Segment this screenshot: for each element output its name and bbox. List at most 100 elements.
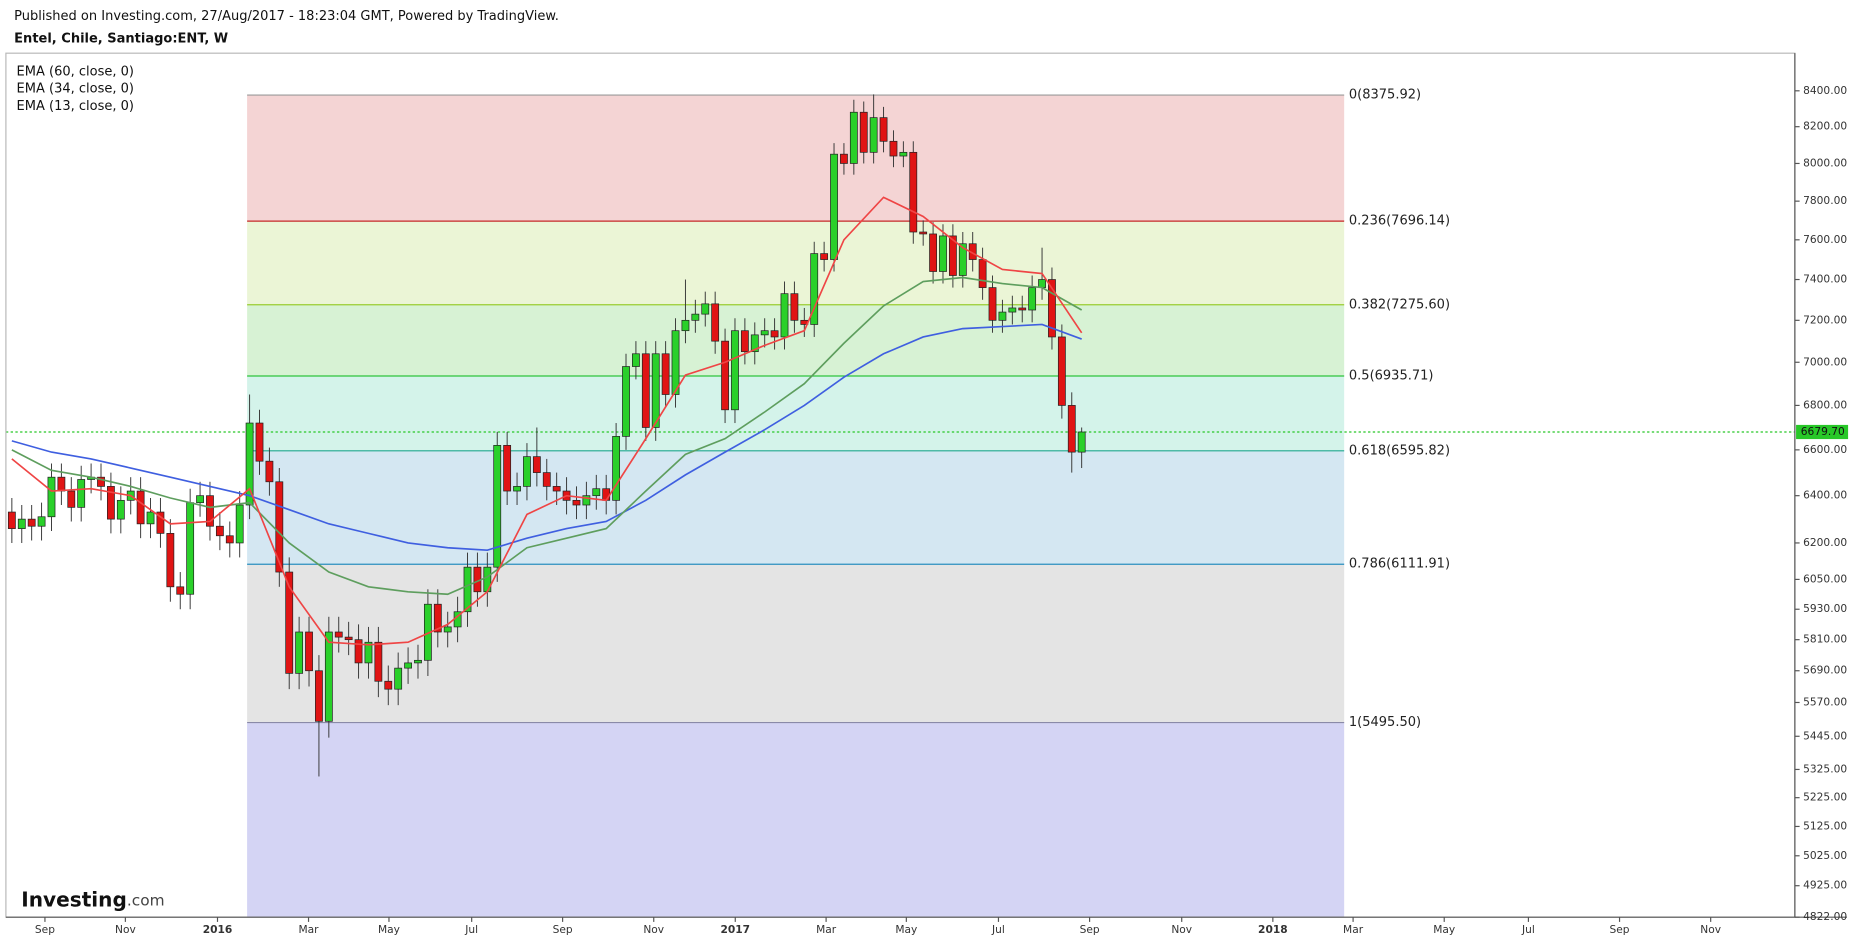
candle-body — [176, 586, 185, 595]
candle-body — [156, 511, 165, 534]
candle-body — [592, 488, 601, 497]
y-tick-label: 5690.00 — [1803, 664, 1847, 677]
ema-line — [11, 196, 1083, 646]
candle-body — [97, 476, 105, 487]
candle-body — [919, 231, 928, 235]
x-tick-label: 2018 — [1258, 923, 1288, 936]
y-tick-label: 8400.00 — [1803, 84, 1847, 97]
candle-body — [701, 303, 710, 315]
candle-body — [384, 680, 393, 690]
candle-body — [879, 117, 888, 142]
fib-label: 0(8375.92) — [1349, 88, 1421, 103]
y-tick-label: 6200.00 — [1803, 536, 1847, 549]
legend-entry: EMA (13, close, 0) — [17, 99, 134, 114]
logo-main: Investing — [21, 887, 127, 911]
y-tick-label: 5225.00 — [1803, 791, 1847, 804]
candle-body — [334, 631, 343, 638]
x-tick-label: Mar — [816, 923, 837, 936]
x-tick-label: May — [895, 923, 917, 936]
x-tick-label: Mar — [1343, 923, 1364, 936]
candle-body — [295, 631, 304, 674]
fib-label: 0.618(6595.82) — [1349, 443, 1450, 458]
logo-suffix: .com — [127, 891, 165, 909]
candle-body — [1028, 287, 1037, 311]
candle-body — [1057, 336, 1066, 406]
fib-label: 1(5495.50) — [1349, 715, 1421, 730]
y-tick-label: 8000.00 — [1803, 156, 1847, 169]
candle-body — [315, 670, 323, 722]
candle-body — [513, 486, 521, 492]
last-price-label: 6679.70 — [1801, 425, 1845, 438]
candle-body — [869, 117, 878, 153]
y-tick-label: 6600.00 — [1803, 443, 1847, 456]
candle-body — [602, 488, 611, 501]
y-tick-label: 5810.00 — [1803, 633, 1847, 646]
candle-body — [661, 353, 670, 395]
x-tick-label: Jul — [991, 923, 1005, 936]
candle-body — [641, 353, 650, 428]
axes: 8400.00 8200.00 8000.00 7800.00 7600.00 7400.… — [35, 84, 1849, 936]
candle-body — [929, 233, 937, 272]
candle-body — [939, 235, 947, 272]
y-tick-label: 5025.00 — [1803, 849, 1847, 862]
x-tick-label: May — [1433, 923, 1455, 936]
candle-body — [285, 571, 294, 674]
candle-body — [235, 504, 244, 544]
fib-zone — [247, 95, 1345, 222]
candle-body — [433, 603, 442, 633]
candle-body — [414, 659, 422, 664]
candle-body — [899, 151, 908, 157]
y-tick-label: 7800.00 — [1803, 194, 1847, 207]
plot-area: 0(8375.92) 0.236(7696.14) 0.382(7275.60) 0.… — [5, 88, 1795, 918]
candle-body — [107, 486, 115, 520]
candle-body — [552, 486, 561, 492]
x-tick-label: 2017 — [720, 923, 750, 936]
candle-body — [57, 476, 66, 492]
candle-body — [7, 511, 16, 529]
candle-body — [731, 330, 739, 411]
candle-body — [265, 460, 274, 483]
y-tick-label: 6050.00 — [1803, 572, 1847, 585]
candle-body — [116, 499, 125, 520]
published-note: Published on Investing.com, 27/Aug/2017 … — [14, 9, 559, 24]
candle-body — [324, 631, 333, 722]
x-tick-label: Sep — [1080, 923, 1100, 936]
y-tick-label: 7600.00 — [1803, 233, 1847, 246]
candle-body — [691, 313, 700, 321]
candle-body — [1067, 405, 1076, 453]
candle-body — [17, 518, 26, 529]
candle-body — [136, 490, 145, 525]
candle-body — [245, 422, 254, 506]
candle-body — [948, 235, 957, 276]
candle-body — [354, 639, 363, 664]
y-tick-label: 6400.00 — [1803, 489, 1847, 502]
candle-body — [1008, 307, 1017, 313]
candle-body — [186, 502, 195, 595]
candle-body — [532, 456, 541, 473]
x-tick-label: Mar — [299, 923, 320, 936]
candle-body — [37, 516, 46, 527]
candle-body — [790, 293, 799, 321]
fib-zone — [247, 564, 1345, 723]
candle-body — [77, 479, 86, 508]
candle-body — [820, 253, 829, 260]
fib-zone — [247, 722, 1345, 918]
ema-line — [11, 276, 1083, 596]
legend-entry: EMA (34, close, 0) — [17, 82, 134, 97]
candle-body — [740, 330, 749, 353]
y-tick-label: 5445.00 — [1803, 729, 1847, 742]
candle-body — [225, 535, 234, 544]
legend-entry: EMA (60, close, 0) — [17, 65, 134, 80]
y-tick-label: 5125.00 — [1803, 819, 1847, 832]
candle-body — [681, 319, 690, 332]
candle-body — [612, 436, 621, 501]
candle-body — [542, 472, 551, 487]
candle-body — [503, 445, 512, 492]
candle-body — [206, 495, 214, 527]
candle-body — [958, 243, 967, 276]
y-tick-label: 7000.00 — [1803, 355, 1847, 368]
x-tick-label: Jul — [1521, 923, 1535, 936]
fib-label: 0.5(6935.71) — [1349, 368, 1434, 383]
